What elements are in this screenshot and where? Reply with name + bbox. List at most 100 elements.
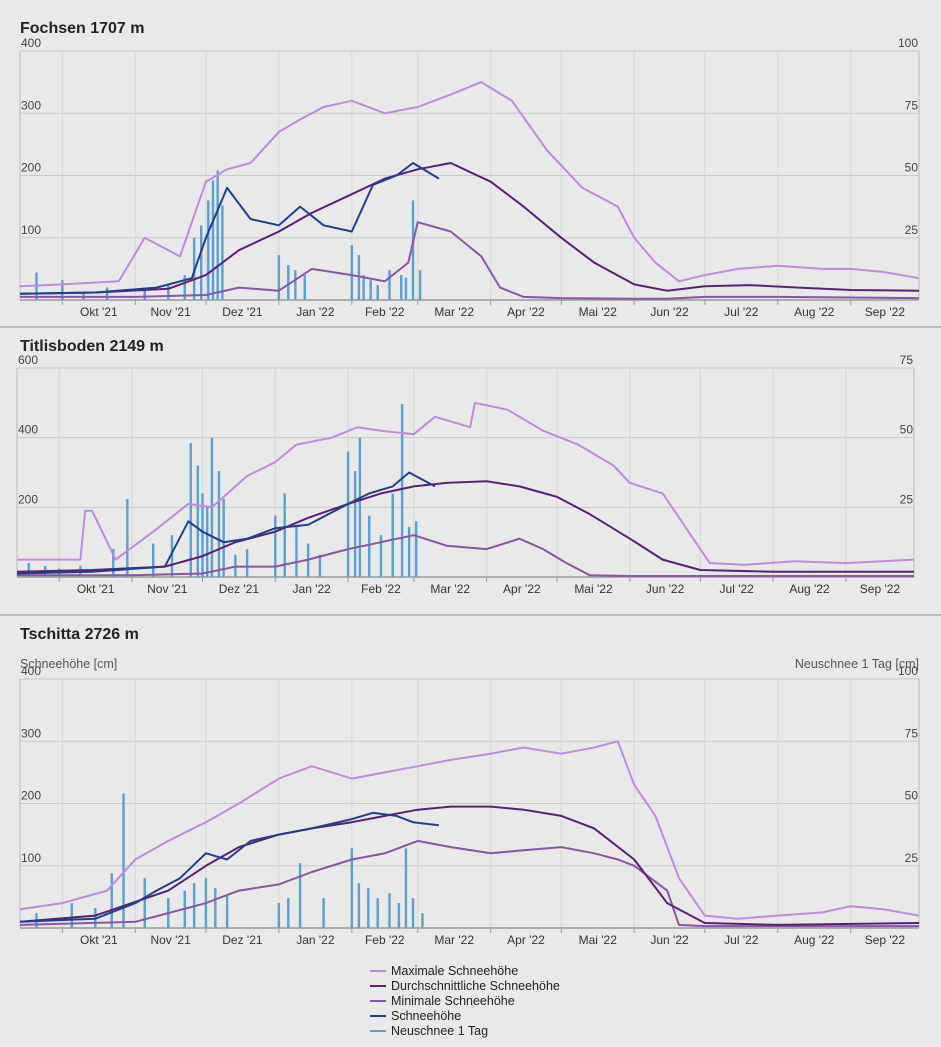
y2-tick-label: 25 (900, 492, 914, 506)
legend-swatch (370, 969, 386, 972)
chart-title: Fochsen 1707 m (20, 20, 145, 37)
legend-item-avg[interactable]: Durchschnittliche Schneehöhe (370, 978, 560, 993)
new-snow-bar (298, 863, 302, 928)
y2-tick-label: 50 (905, 789, 919, 803)
series-line-max (19, 81, 920, 288)
new-snow-bar (322, 898, 325, 928)
new-snow-bar (400, 275, 403, 300)
new-snow-bar (418, 270, 422, 300)
legend-swatch (370, 999, 386, 1002)
y-tick-label: 400 (21, 36, 41, 50)
series-line-min (17, 534, 914, 577)
new-snow-bar (217, 471, 221, 577)
legend-item-snow[interactable]: Schneehöhe (370, 1008, 560, 1023)
new-snow-bar (376, 285, 379, 300)
series-line-min (20, 221, 920, 300)
new-snow-bar (245, 549, 249, 577)
chart-panel-fochsen: Fochsen 1707 m 100 200 300 400 25 50 75 100 Okt … (0, 0, 941, 330)
x-tick-label: Jun '22 (650, 305, 689, 319)
new-snow-bar (274, 515, 277, 577)
new-snow-bar (214, 888, 217, 928)
legend-swatch (370, 1029, 386, 1032)
x-tick-label: Nov '21 (147, 582, 188, 596)
chart-title: Tschitta 2726 m (20, 626, 139, 643)
new-snow-bar (206, 507, 209, 577)
x-tick-label: Mai '22 (574, 582, 613, 596)
chart-panel-titlisboden: Titlisboden 2149 m 200 400 600 25 50 75 Okt '2… (0, 330, 941, 615)
new-snow-bar (388, 270, 391, 300)
legend-item-min[interactable]: Minimale Schneehöhe (370, 993, 560, 1008)
chart-title: Titlisboden 2149 m (20, 338, 164, 355)
y2-tick-label: 25 (905, 223, 919, 237)
new-snow-bar (388, 893, 391, 928)
legend-label: Minimale Schneehöhe (391, 993, 515, 1008)
new-snow-bar (277, 903, 281, 928)
legend-label: Maximale Schneehöhe (391, 963, 519, 978)
y2-tick-label: 75 (905, 726, 919, 740)
new-snow-bar (151, 543, 155, 577)
new-snow-bar (225, 895, 229, 928)
x-tick-label: Mai '22 (579, 933, 618, 947)
new-snow-bar (407, 526, 411, 577)
new-snow-bar (376, 898, 379, 928)
panel-divider (0, 326, 941, 328)
x-tick-label: Mar '22 (434, 305, 474, 319)
new-snow-bar (362, 275, 365, 300)
x-tick-label: Okt '21 (77, 582, 115, 596)
new-snow-bar (391, 493, 394, 577)
chart-panel-tschitta: Tschitta 2726 m Schneehöhe [cm] Neuschne… (0, 618, 941, 958)
series-line-max (19, 740, 920, 920)
new-snow-bar (350, 245, 354, 300)
x-tick-label: Aug '22 (789, 582, 830, 596)
new-snow-bar (122, 793, 125, 928)
x-tick-label: Dez '21 (222, 933, 263, 947)
y2-tick-label: 25 (905, 851, 919, 865)
series-line-avg (19, 162, 920, 295)
x-tick-label: Jun '22 (646, 582, 685, 596)
legend-label: Neuschnee 1 Tag (391, 1023, 489, 1038)
x-tick-label: Okt '21 (80, 933, 118, 947)
y2-tick-label: 75 (905, 98, 919, 112)
x-tick-label: Aug '22 (794, 933, 835, 947)
new-snow-bar (397, 903, 401, 928)
y2-tick-label: 50 (905, 161, 919, 175)
x-tick-label: Apr '22 (507, 933, 545, 947)
new-snow-bar (221, 205, 224, 300)
new-snow-bar (201, 493, 204, 577)
legend-item-new[interactable]: Neuschnee 1 Tag (370, 1023, 560, 1038)
new-snow-bar (295, 526, 298, 577)
x-tick-label: Okt '21 (80, 305, 118, 319)
x-tick-label: Sep '22 (865, 305, 906, 319)
new-snow-bar (294, 270, 297, 300)
y-tick-label: 200 (21, 161, 41, 175)
new-snow-bar (421, 913, 424, 928)
x-tick-label: Feb '22 (361, 582, 401, 596)
new-snow-bar (70, 903, 73, 928)
new-snow-bar (143, 290, 146, 300)
y-axis-title-right: Neuschnee 1 Tag [cm] (794, 657, 919, 671)
new-snow-bar (404, 848, 408, 928)
y-tick-label: 400 (21, 664, 41, 678)
x-tick-label: Feb '22 (365, 933, 405, 947)
new-snow-bar (404, 277, 408, 300)
x-tick-label: Nov '21 (150, 933, 191, 947)
new-snow-bar (400, 404, 404, 577)
snow-chart-tschitta: 100 200 300 400 25 50 75 100 Okt '21 Nov '21 Dez '… (19, 664, 920, 947)
new-snow-bar (170, 535, 174, 577)
x-tick-label: Jan '22 (296, 933, 335, 947)
legend-label: Durchschnittliche Schneehöhe (391, 978, 560, 993)
legend-item-max[interactable]: Maximale Schneehöhe (370, 963, 560, 978)
y2-tick-label: 100 (898, 36, 918, 50)
new-snow-bar (358, 437, 362, 577)
x-tick-label: Dez '21 (222, 305, 263, 319)
y-tick-label: 300 (21, 98, 41, 112)
new-snow-bar (414, 521, 418, 577)
new-snow-bar (167, 285, 170, 300)
series-line-snow (16, 471, 436, 575)
legend-swatch (370, 984, 386, 987)
new-snow-bar (287, 265, 290, 300)
new-snow-bar (105, 287, 109, 300)
series-line-avg (19, 805, 920, 926)
new-snow-bar (379, 535, 383, 577)
x-tick-label: Sep '22 (860, 582, 901, 596)
